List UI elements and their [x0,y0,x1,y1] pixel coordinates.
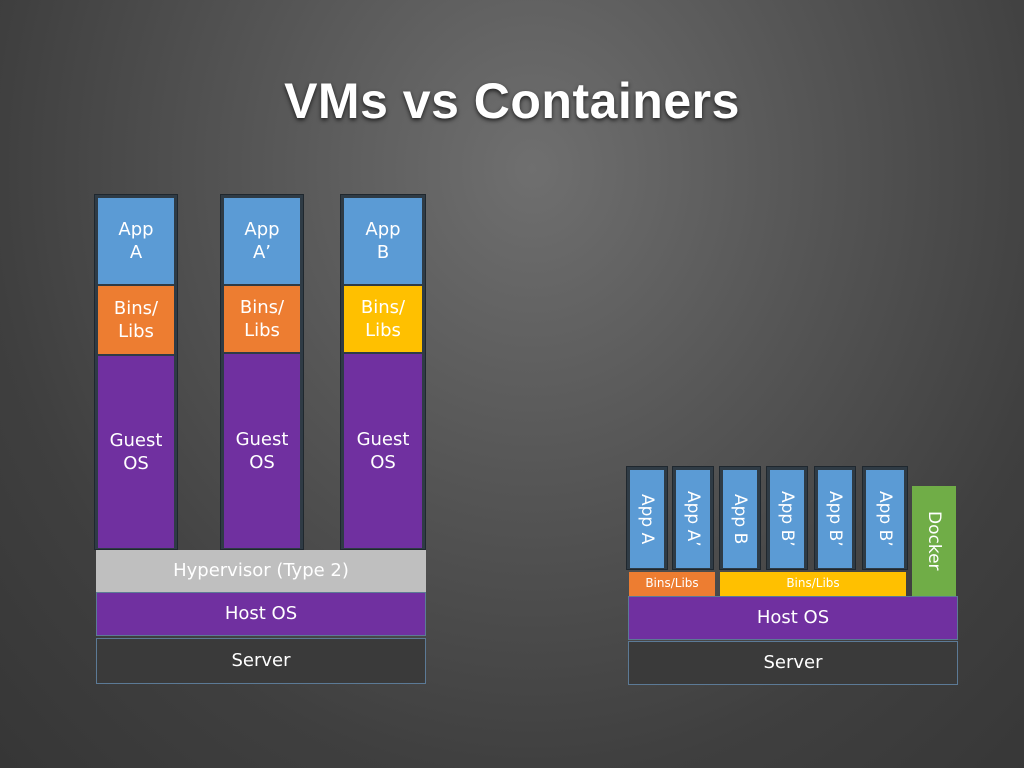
container-server-layer: Server [628,641,958,685]
container-app: App B’ [866,470,904,568]
hypervisor-layer: Hypervisor (Type 2) [96,550,426,592]
container-host-os-layer: Host OS [628,596,958,640]
vm-app: App B [344,198,422,284]
container-bins-libs: Bins/Libs [629,572,715,596]
vm-app: App A’ [224,198,300,284]
container-app: App A [630,470,664,568]
vm-guest-os: Guest OS [344,354,422,548]
container-bins-libs: Bins/Libs [720,572,906,596]
vm-host-os-layer: Host OS [96,592,426,636]
vm-bins-libs: Bins/ Libs [224,286,300,352]
slide-title: VMs vs Containers [284,73,740,129]
vm-bins-libs: Bins/ Libs [344,286,422,352]
vm-app: App A [98,198,174,284]
docker-engine-block: Docker [912,486,956,596]
vm-bins-libs: Bins/ Libs [98,286,174,354]
vm-guest-os: Guest OS [98,356,174,548]
container-app: App B’ [818,470,852,568]
container-app: App B’ [770,470,804,568]
container-app: App A’ [676,470,710,568]
container-app: App B [723,470,757,568]
vm-guest-os: Guest OS [224,354,300,548]
vm-server-layer: Server [96,638,426,684]
